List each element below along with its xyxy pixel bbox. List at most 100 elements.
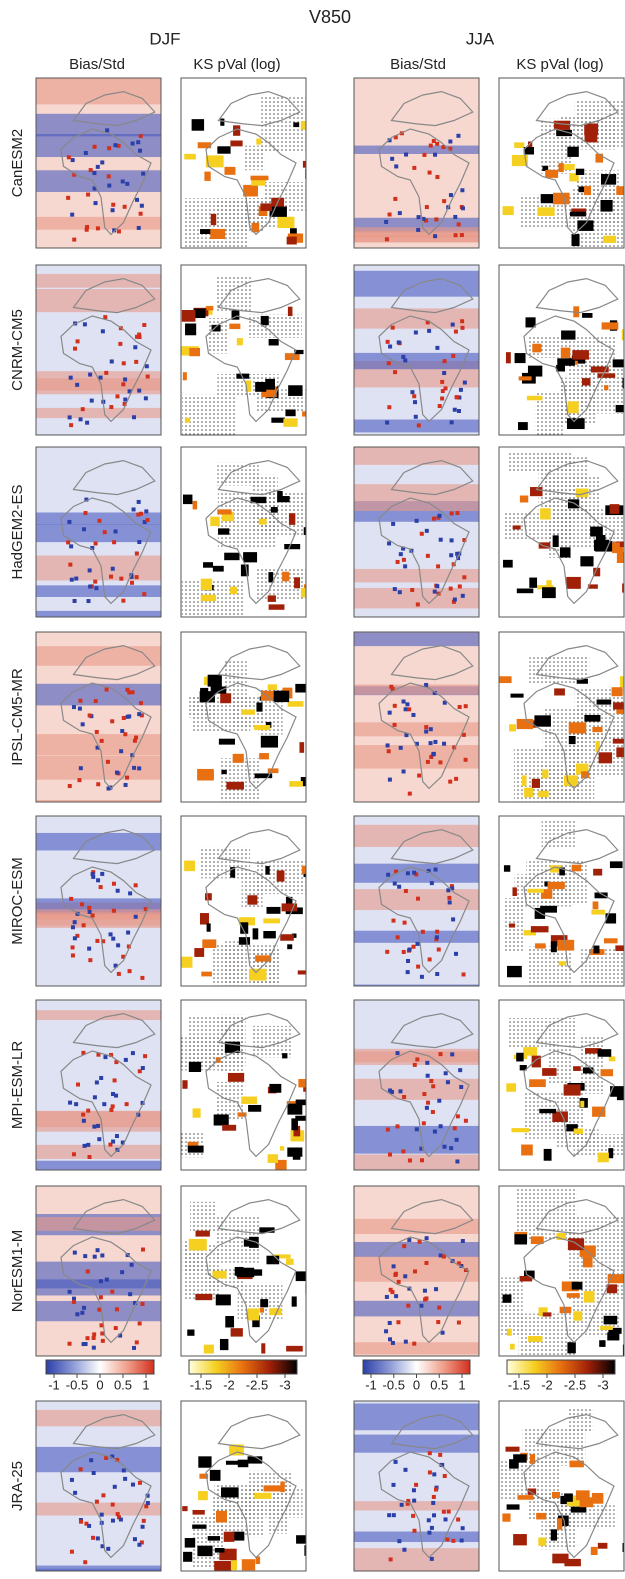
pixel bbox=[66, 196, 70, 200]
blob bbox=[286, 1259, 294, 1265]
pixel bbox=[422, 1121, 426, 1125]
pixel bbox=[109, 1108, 113, 1112]
pixel bbox=[83, 1144, 87, 1148]
band bbox=[36, 1569, 161, 1579]
pixel bbox=[436, 564, 440, 568]
pixel bbox=[91, 875, 95, 879]
pixel bbox=[134, 736, 138, 740]
dot-area bbox=[209, 318, 230, 354]
blob bbox=[192, 119, 204, 131]
blob bbox=[507, 966, 522, 977]
pixel bbox=[384, 1329, 388, 1333]
dot-area bbox=[217, 276, 252, 311]
map-content bbox=[36, 632, 161, 826]
pixel bbox=[425, 205, 429, 209]
pixel bbox=[97, 519, 101, 523]
blob bbox=[251, 176, 269, 181]
pixel bbox=[72, 705, 76, 709]
pixel bbox=[113, 1078, 117, 1082]
pixel bbox=[68, 1342, 72, 1346]
blob bbox=[524, 788, 533, 798]
pixel bbox=[410, 390, 414, 394]
colorbar-tick-label: -2.5 bbox=[246, 1377, 268, 1392]
blob bbox=[568, 1238, 584, 1250]
blob bbox=[183, 495, 192, 505]
ks-map bbox=[181, 447, 320, 635]
pixel bbox=[388, 711, 392, 715]
blob bbox=[208, 1536, 220, 1541]
pixel bbox=[460, 188, 464, 192]
pixel bbox=[453, 598, 457, 602]
pixel bbox=[88, 713, 92, 717]
pixel bbox=[412, 394, 416, 398]
blob bbox=[514, 142, 524, 148]
pixel bbox=[94, 699, 98, 703]
blob bbox=[238, 1460, 249, 1468]
pixel bbox=[416, 897, 420, 901]
pixel bbox=[403, 1468, 407, 1472]
blob bbox=[200, 913, 209, 924]
pixel bbox=[403, 564, 407, 568]
bias-map bbox=[354, 1000, 479, 1182]
pixel bbox=[449, 553, 453, 557]
pixel bbox=[83, 1254, 87, 1258]
pixel bbox=[76, 1083, 80, 1087]
pixel bbox=[144, 396, 148, 400]
blob bbox=[552, 1554, 568, 1564]
pixel bbox=[82, 923, 86, 927]
pixel bbox=[82, 1342, 86, 1346]
blob bbox=[551, 1529, 557, 1540]
pixel bbox=[453, 215, 457, 219]
blob bbox=[580, 556, 593, 566]
blob bbox=[201, 595, 216, 601]
blob bbox=[591, 910, 605, 915]
pixel bbox=[402, 950, 406, 954]
pixel bbox=[389, 1288, 393, 1292]
pixel bbox=[86, 1269, 90, 1273]
blob bbox=[228, 1073, 244, 1082]
pixel bbox=[88, 373, 92, 377]
band bbox=[36, 1010, 161, 1020]
pixel bbox=[406, 959, 410, 963]
blob bbox=[215, 1548, 225, 1553]
pixel bbox=[123, 732, 127, 736]
pixel bbox=[442, 1255, 446, 1259]
pixel bbox=[424, 730, 428, 734]
bias-map bbox=[354, 78, 479, 248]
pixel bbox=[137, 540, 141, 544]
band bbox=[354, 1079, 479, 1100]
pixel bbox=[96, 165, 100, 169]
map-content bbox=[36, 816, 161, 986]
pixel bbox=[114, 529, 118, 533]
pixel bbox=[424, 1261, 428, 1265]
map-content bbox=[354, 447, 479, 617]
pixel bbox=[107, 184, 111, 188]
pixel bbox=[458, 584, 462, 588]
pixel bbox=[429, 1079, 433, 1083]
blob bbox=[536, 1513, 546, 1520]
pixel bbox=[399, 746, 403, 750]
pixel bbox=[404, 1340, 408, 1344]
pixel bbox=[460, 233, 464, 237]
pixel bbox=[435, 584, 439, 588]
blob bbox=[522, 775, 526, 786]
blob bbox=[198, 1491, 208, 1500]
pixel bbox=[420, 975, 424, 979]
blob bbox=[510, 694, 523, 698]
pixel bbox=[387, 749, 391, 753]
pixel bbox=[116, 943, 120, 947]
blob bbox=[580, 1497, 594, 1507]
blob bbox=[528, 366, 542, 377]
pixel bbox=[88, 910, 92, 914]
ks-map bbox=[181, 1186, 314, 1356]
pixel bbox=[91, 914, 95, 918]
row-label: JRA-25 bbox=[9, 1461, 26, 1511]
pixel bbox=[457, 222, 461, 226]
pixel bbox=[428, 1451, 432, 1455]
band bbox=[354, 745, 479, 769]
blob bbox=[266, 1256, 279, 1265]
blob bbox=[268, 768, 279, 773]
pixel bbox=[435, 972, 439, 976]
row-label: CNRM-CM5 bbox=[9, 309, 26, 391]
pixel bbox=[112, 882, 116, 886]
